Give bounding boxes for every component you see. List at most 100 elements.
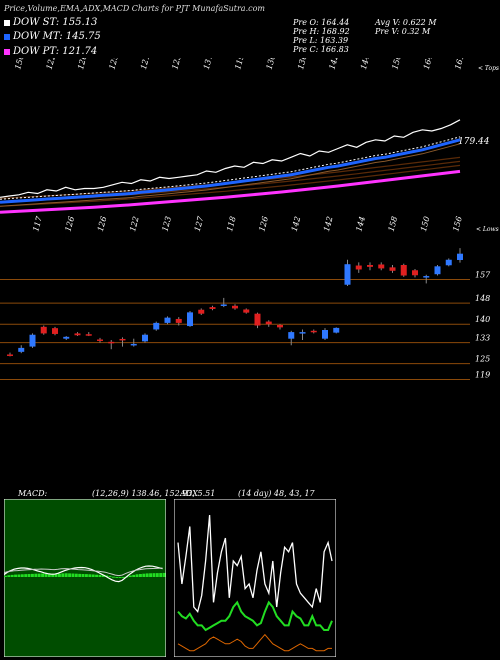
- candle-body: [299, 332, 306, 334]
- macd-histogram-bar: [58, 573, 61, 577]
- macd-histogram-bar: [34, 573, 38, 577]
- ema-top-label: 164: [422, 58, 435, 71]
- macd-signal-line: [4, 567, 163, 577]
- ema-band-line: [0, 164, 461, 207]
- candle-body: [108, 341, 115, 344]
- macd-histogram-bar: [142, 573, 146, 577]
- legend-item-mt: DOW MT: 145.75: [4, 31, 101, 43]
- ema-top-label: 125: [108, 58, 121, 71]
- candle-body: [74, 333, 81, 336]
- candle-body: [445, 259, 452, 266]
- candle-body: [18, 347, 25, 352]
- macd-histogram-bar: [139, 574, 142, 577]
- macd-histogram-bar: [98, 574, 102, 577]
- ema-right-top-label: < Tops: [478, 65, 500, 72]
- candle-body: [400, 265, 407, 276]
- macd-histogram-bar: [71, 573, 75, 577]
- price-level-label: 148: [475, 294, 490, 303]
- candle-body: [423, 276, 430, 278]
- adx-background: [174, 499, 336, 657]
- ema-bottom-label: 156: [451, 215, 464, 232]
- ema-top-label: 161: [453, 58, 466, 71]
- macd-histogram-bar: [7, 575, 11, 577]
- ema-bottom-label: 144: [354, 215, 367, 232]
- ema-top-label: 137: [202, 58, 215, 71]
- ema-chart: 150 122 126 125 121 123 137 119 130 136 142 144 150 1…: [0, 58, 466, 233]
- candle-body: [378, 264, 385, 269]
- macd-histogram-bar: [145, 573, 149, 577]
- candle-body: [243, 309, 250, 313]
- ema-bottom-label: 142: [290, 215, 303, 232]
- macd-histogram-bar: [95, 574, 98, 577]
- ema-band-line: [0, 156, 461, 199]
- stat-open: Pre O: 164.44: [293, 18, 350, 27]
- candle-body: [333, 327, 340, 333]
- ema-right-bottom-label: < Lows: [476, 226, 499, 233]
- ema-top-label: 121: [139, 58, 152, 71]
- candle-body: [232, 305, 238, 309]
- candle-body: [63, 336, 70, 339]
- stat-avg-volume: Avg V: 0.622 M: [375, 18, 437, 27]
- candle-body: [198, 309, 205, 314]
- legend-swatch-st: [4, 19, 10, 26]
- ema-short-line: [0, 119, 461, 198]
- candle-body: [52, 328, 58, 334]
- candle-body: [7, 354, 13, 356]
- price-level-label: 125: [475, 355, 490, 364]
- macd-histogram-bar: [91, 574, 95, 577]
- candle-body: [457, 253, 463, 260]
- macd-histogram-bar: [135, 574, 139, 577]
- ema-bottom-label: 122: [128, 215, 141, 232]
- macd-histogram-bar: [44, 573, 48, 577]
- ema-mid-line: [0, 138, 461, 204]
- ema-top-label: 119: [233, 58, 246, 71]
- ema-bottom-label: 123: [160, 215, 173, 232]
- macd-histogram-bar: [81, 574, 85, 577]
- candle-body: [142, 334, 148, 342]
- macd-histogram-bar: [37, 573, 41, 577]
- macd-histogram-bar: [122, 577, 125, 578]
- candle-body: [220, 304, 227, 306]
- candle-body: [355, 265, 362, 270]
- ema-mid-shadow-line: [0, 143, 461, 207]
- ema-bottom-label: 150: [419, 215, 432, 232]
- price-level-label: 140: [475, 315, 490, 324]
- macd-histogram-bar: [152, 573, 156, 577]
- candle-body: [153, 322, 160, 330]
- legend-item-pt: DOW PT: 121.74: [4, 46, 97, 58]
- ema-bottom-label: 158: [387, 215, 400, 232]
- candle-body: [389, 267, 396, 271]
- macd-histogram-bar: [85, 574, 88, 577]
- ema-top-label: 136: [296, 58, 309, 71]
- candle-body: [175, 318, 182, 323]
- macd-histogram-bar: [31, 573, 34, 577]
- price-level-label: 119: [475, 370, 490, 379]
- candle-body: [310, 330, 317, 333]
- macd-chart: [4, 499, 166, 657]
- macd-histogram-bar: [115, 577, 119, 578]
- macd-histogram-bar: [54, 573, 58, 577]
- chart-title: Price,Volume,EMA,ADX,MACD Charts for PJT…: [4, 4, 265, 13]
- ema-top-label: 150: [13, 58, 26, 71]
- macd-histogram-bar: [108, 576, 112, 578]
- ema-bottom-label: 126: [96, 215, 109, 232]
- macd-histogram-bar: [101, 575, 105, 577]
- stat-high: Pre H: 168.92: [293, 27, 350, 36]
- legend-swatch-mt: [4, 33, 10, 40]
- macd-label: MACD:: [18, 489, 48, 498]
- legend-label-mt: DOW MT: 145.75: [13, 31, 101, 42]
- macd-histogram-bar: [149, 573, 152, 577]
- macd-histogram-bar: [14, 574, 17, 577]
- macd-histogram-bar: [51, 573, 55, 577]
- candle-body: [164, 317, 171, 323]
- macd-histogram-bar: [88, 574, 92, 577]
- macd-histogram-bar: [78, 573, 82, 577]
- ema-top-label: 126: [76, 58, 89, 71]
- ema-bottom-label: 142: [322, 215, 335, 232]
- macd-histogram-bar: [155, 573, 159, 577]
- ema-bottom-label: 126: [64, 215, 77, 232]
- candle-body: [322, 330, 328, 339]
- macd-histogram-bar: [24, 574, 28, 577]
- ema-dotted-line: [0, 136, 461, 200]
- candle-body: [367, 265, 373, 267]
